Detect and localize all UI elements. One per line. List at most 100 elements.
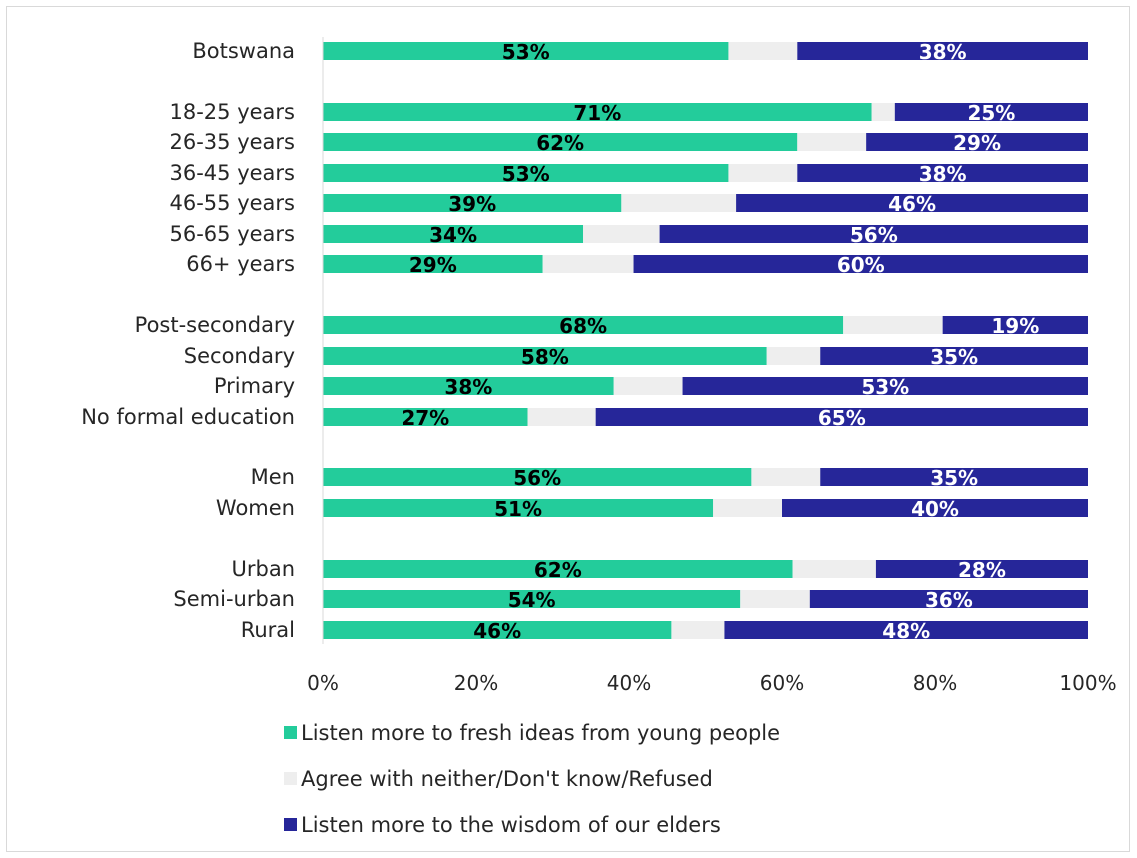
value-label-66-years-series-3: 60%: [837, 253, 885, 277]
bar-botswana-series-1: [323, 42, 729, 60]
x-tick-label-100: 100%: [1059, 671, 1116, 695]
value-label-no-formal-education-series-3: 65%: [818, 406, 866, 430]
bar-rural-series-2: [671, 621, 725, 639]
bar-urban-series-2: [792, 560, 876, 578]
category-label-women: Women: [216, 496, 295, 520]
category-labels: Botswana 18-25 years 26-35 years 36-45 year…: [81, 39, 295, 642]
value-label-primary-series-3: 53%: [861, 375, 909, 399]
category-label-36-45-years: 36-45 years: [170, 161, 296, 185]
bar-men-series-2: [751, 468, 821, 486]
bar-26-35-years-series-3: [866, 133, 1088, 151]
bar-botswana-series-3: [797, 42, 1088, 60]
bar-36-45-years-series-1: [323, 164, 729, 182]
bar-men-series-3: [820, 468, 1088, 486]
bar-rural-series-1: [323, 621, 672, 639]
bar-primary-series-3: [682, 377, 1088, 395]
bar-18-25-years-series-1: [323, 103, 872, 121]
value-label-primary-series-1: 38%: [444, 375, 492, 399]
bar-women-series-2: [713, 499, 782, 517]
bar-urban-series-3: [875, 560, 1088, 578]
value-label-women-series-1: 51%: [494, 497, 542, 521]
bar-no-formal-education-series-1: [323, 408, 528, 426]
value-label-secondary-series-1: 58%: [521, 345, 569, 369]
x-tick-label-0: 0%: [307, 671, 339, 695]
x-tick-label-20: 20%: [454, 671, 498, 695]
value-label-rural-series-3: 48%: [882, 619, 930, 643]
bar-66-years-series-2: [542, 255, 634, 273]
bar-post-secondary-series-2: [843, 316, 943, 334]
value-label-botswana-series-3: 38%: [919, 40, 967, 64]
bar-36-45-years-series-3: [797, 164, 1088, 182]
bar-46-55-years-series-3: [736, 194, 1088, 212]
value-label-semi-urban-series-1: 54%: [508, 588, 556, 612]
bar-semi-urban-series-1: [323, 590, 741, 608]
bar-rural-series-3: [724, 621, 1088, 639]
x-axis: 0% 20% 40% 60% 80% 100%: [307, 37, 1117, 695]
bar-secondary-series-2: [766, 347, 821, 365]
bar-26-35-years-series-2: [797, 133, 867, 151]
value-label-46-55-years-series-3: 46%: [888, 192, 936, 216]
category-label-66-years: 66+ years: [186, 252, 295, 276]
bar-no-formal-education-series-2: [527, 408, 596, 426]
chart-frame: Botswana 18-25 years 26-35 years 36-45 year…: [6, 6, 1130, 852]
bar-56-65-years-series-2: [583, 225, 660, 243]
bar-36-45-years-series-2: [728, 164, 798, 182]
bar-46-55-years-series-2: [621, 194, 737, 212]
legend: Listen more to fresh ideas from young pe…: [284, 721, 780, 837]
bar-18-25-years-series-3: [894, 103, 1088, 121]
bar-primary-series-2: [613, 377, 683, 395]
category-label-men: Men: [251, 465, 295, 489]
bars-layer: [323, 42, 1088, 639]
value-label-36-45-years-series-3: 38%: [919, 162, 967, 186]
bar-post-secondary-series-1: [323, 316, 844, 334]
legend-swatch-series-3: [284, 818, 297, 831]
x-tick-label-80: 80%: [913, 671, 957, 695]
bar-women-series-3: [782, 499, 1088, 517]
bar-66-years-series-3: [633, 255, 1088, 273]
value-label-botswana-series-1: 53%: [502, 40, 550, 64]
bar-56-65-years-series-1: [323, 225, 584, 243]
value-label-urban-series-1: 62%: [534, 558, 582, 582]
value-label-men-series-1: 56%: [513, 466, 561, 490]
bar-18-25-years-series-2: [871, 103, 895, 121]
category-label-26-35-years: 26-35 years: [170, 130, 296, 154]
bar-26-35-years-series-1: [323, 133, 798, 151]
value-label-rural-series-1: 46%: [473, 619, 521, 643]
bar-primary-series-1: [323, 377, 614, 395]
value-label-46-55-years-series-1: 39%: [448, 192, 496, 216]
bar-semi-urban-series-3: [809, 590, 1088, 608]
value-label-no-formal-education-series-1: 27%: [401, 406, 449, 430]
value-label-men-series-3: 35%: [930, 466, 978, 490]
category-label-46-55-years: 46-55 years: [170, 191, 296, 215]
stacked-bar-chart: Botswana 18-25 years 26-35 years 36-45 year…: [81, 37, 1117, 837]
category-label-secondary: Secondary: [184, 344, 295, 368]
category-label-18-25-years: 18-25 years: [170, 100, 296, 124]
bar-no-formal-education-series-3: [595, 408, 1088, 426]
legend-label-series-3: Listen more to the wisdom of our elders: [301, 813, 721, 837]
category-label-no-formal-education: No formal education: [81, 405, 295, 429]
value-label-18-25-years-series-3: 25%: [967, 101, 1015, 125]
category-label-post-secondary: Post-secondary: [135, 313, 295, 337]
category-label-urban: Urban: [231, 557, 295, 581]
value-label-urban-series-3: 28%: [958, 558, 1006, 582]
legend-swatch-series-1: [284, 726, 297, 739]
value-label-56-65-years-series-1: 34%: [429, 223, 477, 247]
category-label-56-65-years: 56-65 years: [170, 222, 296, 246]
bar-secondary-series-1: [323, 347, 767, 365]
legend-label-series-2: Agree with neither/Don't know/Refused: [301, 767, 713, 791]
legend-swatch-series-2: [284, 772, 297, 785]
value-label-26-35-years-series-3: 29%: [953, 131, 1001, 155]
value-label-26-35-years-series-1: 62%: [536, 131, 584, 155]
value-label-women-series-3: 40%: [911, 497, 959, 521]
bar-post-secondary-series-3: [942, 316, 1088, 334]
bar-men-series-1: [323, 468, 752, 486]
value-label-36-45-years-series-1: 53%: [502, 162, 550, 186]
value-label-post-secondary-series-1: 68%: [559, 314, 607, 338]
category-label-semi-urban: Semi-urban: [173, 587, 295, 611]
bar-56-65-years-series-3: [659, 225, 1088, 243]
value-labels: 53% 38% 71% 25% 62% 29% 53% 38% 39% 46% 34% 56% 29% 6…: [401, 40, 1039, 643]
category-label-rural: Rural: [241, 618, 295, 642]
value-label-66-years-series-1: 29%: [409, 253, 457, 277]
x-tick-label-60: 60%: [760, 671, 804, 695]
value-label-post-secondary-series-3: 19%: [991, 314, 1039, 338]
